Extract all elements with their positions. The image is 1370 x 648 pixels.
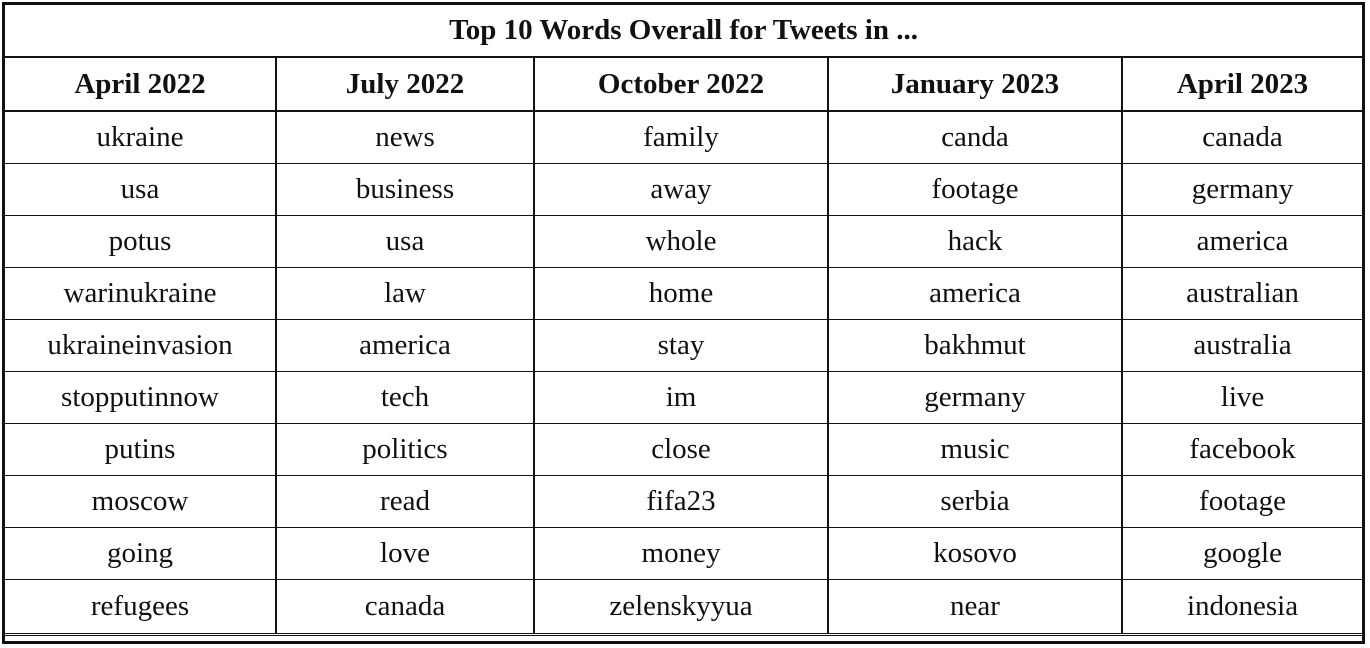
table-row: moscow read fifa23 serbia footage — [5, 475, 1363, 528]
table-cell: news — [275, 111, 534, 164]
table-cell: potus — [5, 215, 276, 268]
table-cell: canada — [1120, 111, 1363, 164]
table-cell: love — [275, 527, 534, 580]
table-cell: ukraineinvasion — [5, 319, 276, 372]
table-row: usa business away footage germany — [5, 163, 1363, 216]
table-cell: footage — [827, 163, 1122, 216]
table-row: ukraine news family canda canada — [5, 111, 1363, 164]
table-cell: america — [275, 319, 534, 372]
table-cell: stopputinnow — [5, 371, 276, 424]
table-cell: tech — [275, 371, 534, 424]
table-cell: zelenskyyua — [533, 579, 828, 636]
column-header-april-2022: April 2022 — [5, 57, 276, 112]
table-cell: hack — [827, 215, 1122, 268]
table-cell: indonesia — [1120, 579, 1363, 636]
column-header-april-2023: April 2023 — [1120, 57, 1363, 112]
table-cell: america — [827, 267, 1122, 320]
table-cell: canada — [275, 579, 534, 636]
table-cell: politics — [275, 423, 534, 476]
table-cell: germany — [1120, 163, 1363, 216]
table-cell: serbia — [827, 475, 1122, 528]
table-cell: australia — [1120, 319, 1363, 372]
table-cell: america — [1120, 215, 1363, 268]
table-cell: music — [827, 423, 1122, 476]
table-body: ukraine news family canda canada usa business a… — [5, 111, 1363, 636]
table-row: putins politics close music facebook — [5, 423, 1363, 476]
table-cell: away — [533, 163, 828, 216]
table-cell: law — [275, 267, 534, 320]
table-cell: bakhmut — [827, 319, 1122, 372]
table-row: going love money kosovo google — [5, 527, 1363, 580]
table-cell: fifa23 — [533, 475, 828, 528]
table-cell: business — [275, 163, 534, 216]
table-cell: google — [1120, 527, 1363, 580]
header-row: April 2022 July 2022 October 2022 Januar… — [5, 57, 1363, 112]
top-words-table: Top 10 Words Overall for Tweets in ... A… — [5, 5, 1363, 636]
table-cell: putins — [5, 423, 276, 476]
table-cell: read — [275, 475, 534, 528]
table-cell: family — [533, 111, 828, 164]
table-title: Top 10 Words Overall for Tweets in ... — [5, 5, 1363, 58]
column-header-january-2023: January 2023 — [827, 57, 1122, 112]
table-row: refugees canada zelenskyyua near indonesia — [5, 579, 1363, 636]
table-cell: whole — [533, 215, 828, 268]
table-cell: footage — [1120, 475, 1363, 528]
column-header-july-2022: July 2022 — [275, 57, 534, 112]
table-cell: going — [5, 527, 276, 580]
table-cell: canda — [827, 111, 1122, 164]
table-cell: stay — [533, 319, 828, 372]
table-cell: close — [533, 423, 828, 476]
table-cell: near — [827, 579, 1122, 636]
column-header-october-2022: October 2022 — [533, 57, 828, 112]
table-cell: australian — [1120, 267, 1363, 320]
table-cell: usa — [275, 215, 534, 268]
table-cell: refugees — [5, 579, 276, 636]
table-cell: kosovo — [827, 527, 1122, 580]
table-row: stopputinnow tech im germany live — [5, 371, 1363, 424]
table-cell: ukraine — [5, 111, 276, 164]
table-cell: live — [1120, 371, 1363, 424]
table-row: ukraineinvasion america stay bakhmut austral… — [5, 319, 1363, 372]
table-cell: germany — [827, 371, 1122, 424]
table-cell: im — [533, 371, 828, 424]
table-row: potus usa whole hack america — [5, 215, 1363, 268]
table-cell: facebook — [1120, 423, 1363, 476]
table-cell: money — [533, 527, 828, 580]
table-cell: warinukraine — [5, 267, 276, 320]
table-cell: moscow — [5, 475, 276, 528]
table-cell: home — [533, 267, 828, 320]
table-row: warinukraine law home america australian — [5, 267, 1363, 320]
table-cell: usa — [5, 163, 276, 216]
